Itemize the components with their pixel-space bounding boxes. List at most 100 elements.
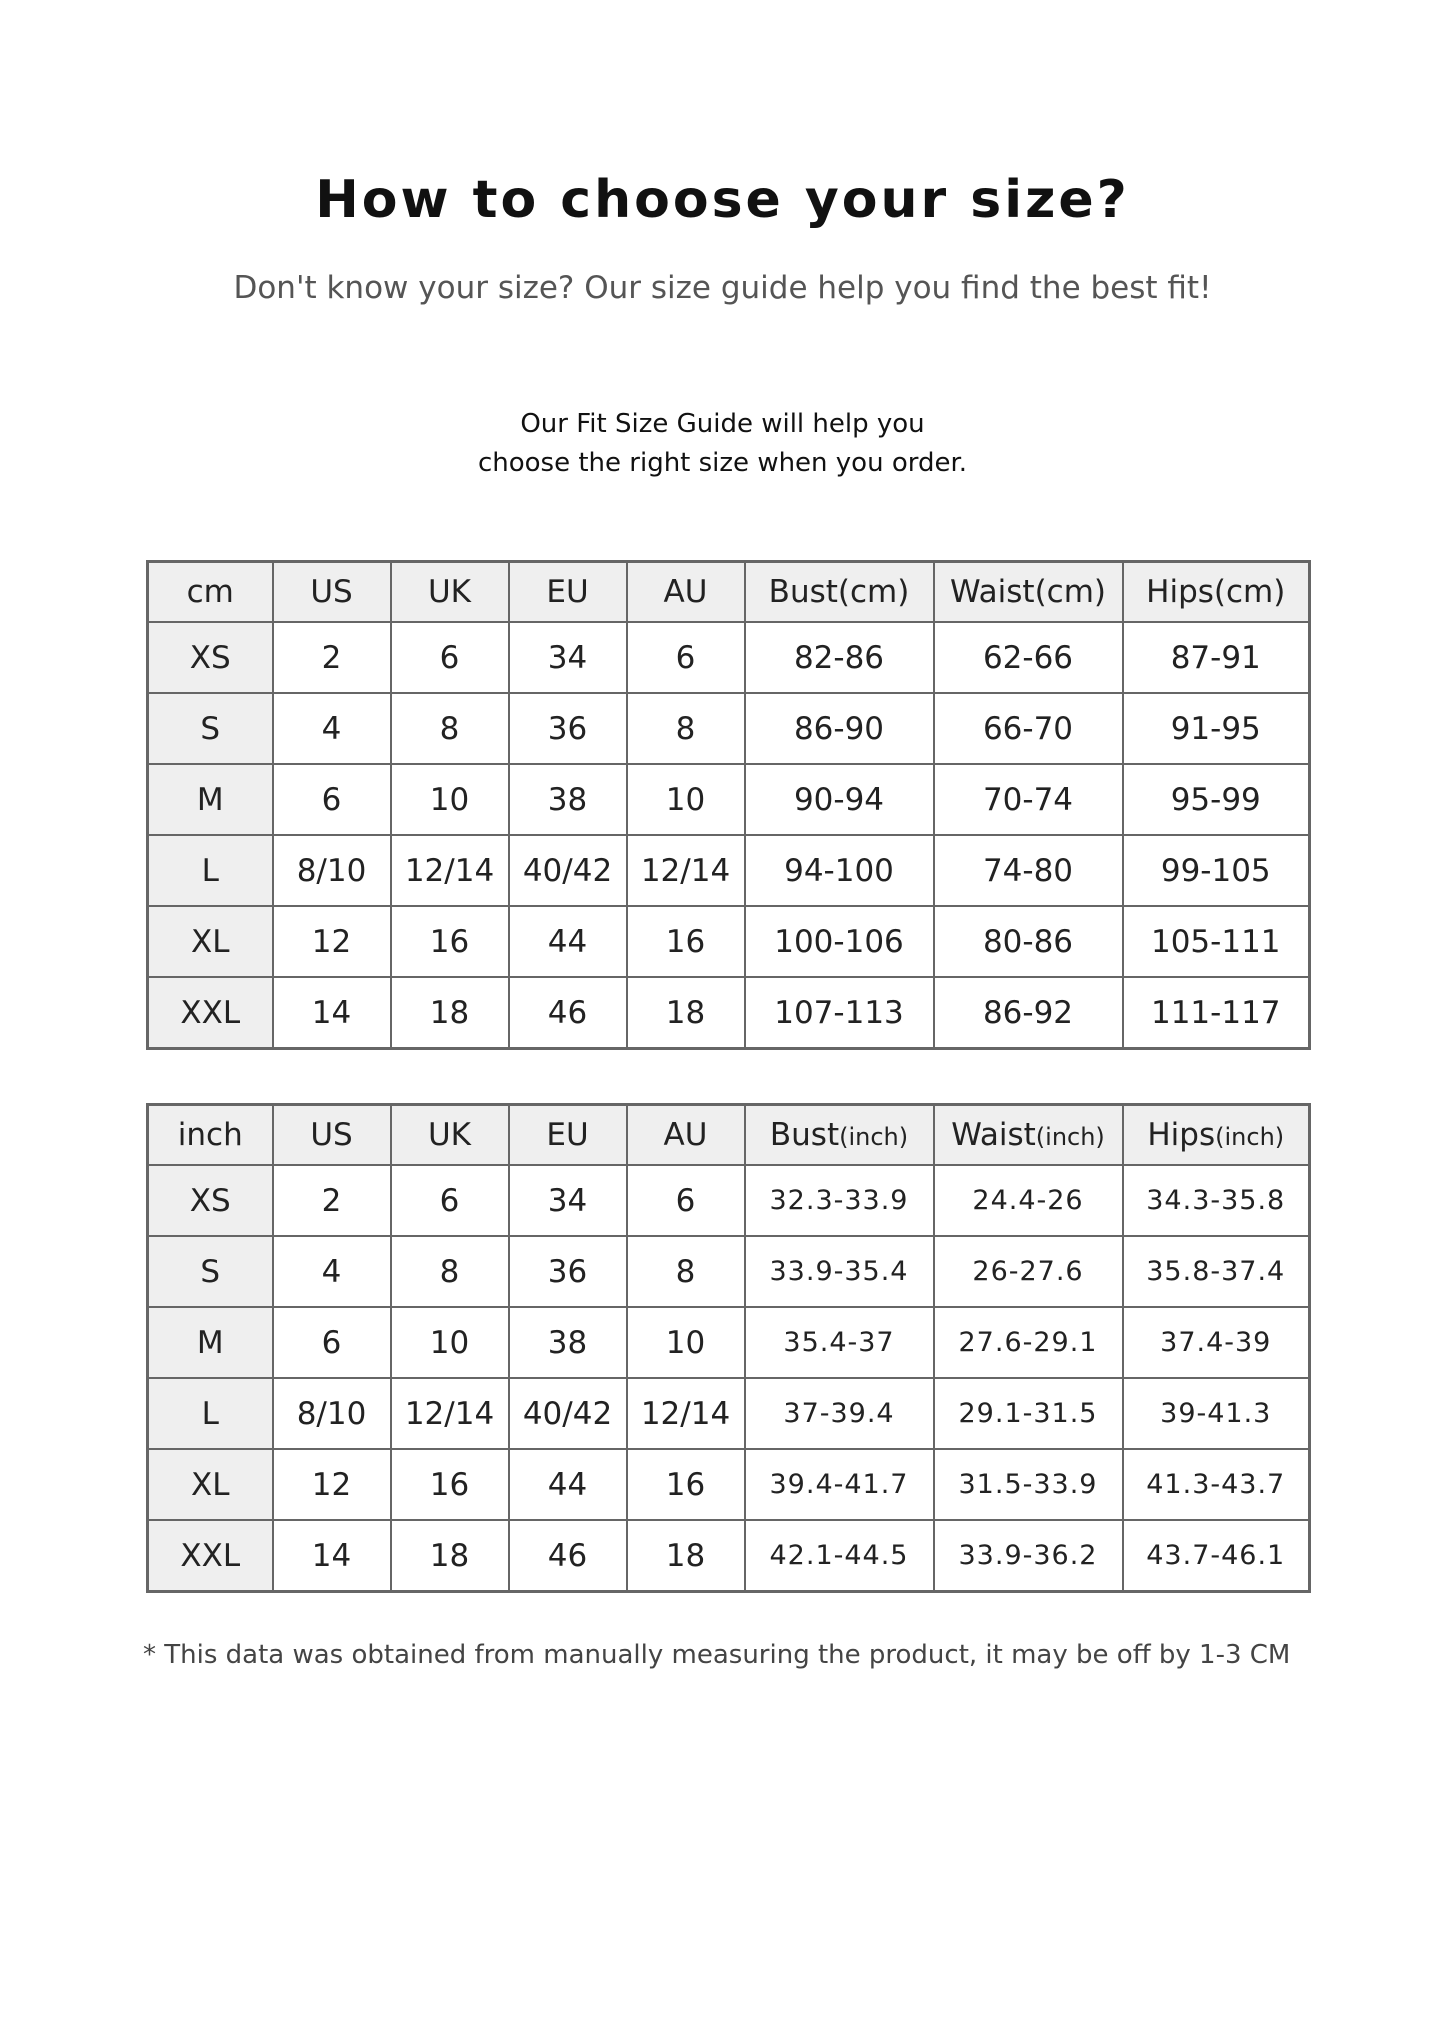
table-cell: 12/14 <box>389 834 510 907</box>
table-cell: 39-41.3 <box>1121 1377 1311 1450</box>
table-cell: 46 <box>507 1519 628 1593</box>
header-cell: UK <box>389 1103 510 1166</box>
table-cell: 8 <box>389 692 510 765</box>
table-cell: 10 <box>625 763 746 836</box>
header-cell: Hips(cm) <box>1121 560 1311 623</box>
table-cell: 107-113 <box>743 976 935 1050</box>
table-cell: 12 <box>271 905 392 978</box>
table-cell: 37-39.4 <box>743 1377 935 1450</box>
header-cell: EU <box>507 1103 628 1166</box>
table-cell: 10 <box>389 1306 510 1379</box>
table-cell: 38 <box>507 1306 628 1379</box>
header-cell: EU <box>507 560 628 623</box>
table-cell: 40/42 <box>507 1377 628 1450</box>
table-row: XS 2 6 34 6 82-86 62-66 87-91 <box>146 621 1311 694</box>
header-cell: AU <box>625 560 746 623</box>
table-cell: 8 <box>625 1235 746 1308</box>
intro-line: choose the right size when you order. <box>477 448 968 478</box>
table-cell: 14 <box>271 1519 392 1593</box>
table-cell: 105-111 <box>1121 905 1311 978</box>
header-measure: Waist <box>951 1117 1036 1153</box>
table-cell: 39.4-41.7 <box>743 1448 935 1521</box>
table-cell: 34 <box>507 1164 628 1237</box>
table-cell: 111-117 <box>1121 976 1311 1050</box>
table-header-row: cm US UK EU AU Bust(cm) Waist(cm) Hips(cm) <box>146 560 1311 623</box>
table-row: S 4 8 36 8 86-90 66-70 91-95 <box>146 692 1311 765</box>
header-cell: Waist(cm) <box>932 560 1124 623</box>
table-cell: 99-105 <box>1121 834 1311 907</box>
size-label-cell: XL <box>146 1448 274 1521</box>
table-cell: 35.8-37.4 <box>1121 1235 1311 1308</box>
table-cell: 8/10 <box>271 834 392 907</box>
inch-size-table: inch US UK EU AU Bust(inch) Waist(inch) Hips(in… <box>146 1103 1311 1593</box>
table-cell: 6 <box>271 763 392 836</box>
table-cell: 34.3-35.8 <box>1121 1164 1311 1237</box>
header-cell: Bust(inch) <box>743 1103 935 1166</box>
header-unit: (inch) <box>1035 1123 1105 1151</box>
table-cell: 24.4-26 <box>932 1164 1124 1237</box>
intro-line: Our Fit Size Guide will help you <box>520 409 925 439</box>
table-cell: 12/14 <box>625 834 746 907</box>
size-label-cell: XXL <box>146 1519 274 1593</box>
size-label-cell: M <box>146 1306 274 1379</box>
header-cell: cm <box>146 560 274 623</box>
table-cell: 26-27.6 <box>932 1235 1124 1308</box>
table-cell: 82-86 <box>743 621 935 694</box>
table-cell: 16 <box>625 1448 746 1521</box>
table-cell: 86-90 <box>743 692 935 765</box>
page-title: How to choose your size? <box>315 170 1130 230</box>
table-cell: 16 <box>389 905 510 978</box>
table-cell: 95-99 <box>1121 763 1311 836</box>
table-row: XXL 14 18 46 18 42.1-44.5 33.9-36.2 43.7-46.1 <box>146 1519 1311 1593</box>
size-label-cell: M <box>146 763 274 836</box>
table-cell: 12/14 <box>625 1377 746 1450</box>
table-cell: 40/42 <box>507 834 628 907</box>
header-cell: US <box>271 560 392 623</box>
table-cell: 36 <box>507 692 628 765</box>
table-row: S 4 8 36 8 33.9-35.4 26-27.6 35.8-37.4 <box>146 1235 1311 1308</box>
table-row: L 8/10 12/14 40/42 12/14 37-39.4 29.1-31.5 39-4… <box>146 1377 1311 1450</box>
table-cell: 8/10 <box>271 1377 392 1450</box>
table-cell: 44 <box>507 905 628 978</box>
table-cell: 2 <box>271 621 392 694</box>
table-cell: 16 <box>389 1448 510 1521</box>
table-cell: 91-95 <box>1121 692 1311 765</box>
table-cell: 33.9-36.2 <box>932 1519 1124 1593</box>
table-row: XXL 14 18 46 18 107-113 86-92 111-117 <box>146 976 1311 1050</box>
header-cell: Waist(inch) <box>932 1103 1124 1166</box>
table-cell: 42.1-44.5 <box>743 1519 935 1593</box>
table-cell: 18 <box>389 976 510 1050</box>
cm-size-table: cm US UK EU AU Bust(cm) Waist(cm) Hips(cm) XS 2 6 3… <box>146 560 1311 1050</box>
table-cell: 18 <box>389 1519 510 1593</box>
size-label-cell: S <box>146 692 274 765</box>
table-cell: 6 <box>625 621 746 694</box>
intro-text: Our Fit Size Guide will help you choose … <box>0 405 1445 483</box>
table-cell: 38 <box>507 763 628 836</box>
table-cell: 29.1-31.5 <box>932 1377 1124 1450</box>
table-cell: 37.4-39 <box>1121 1306 1311 1379</box>
size-label-cell: L <box>146 1377 274 1450</box>
table-cell: 6 <box>625 1164 746 1237</box>
table-cell: 33.9-35.4 <box>743 1235 935 1308</box>
table-cell: 18 <box>625 976 746 1050</box>
table-cell: 100-106 <box>743 905 935 978</box>
table-cell: 86-92 <box>932 976 1124 1050</box>
table-row: XL 12 16 44 16 39.4-41.7 31.5-33.9 41.3-43.7 <box>146 1448 1311 1521</box>
table-cell: 27.6-29.1 <box>932 1306 1124 1379</box>
header-cell: inch <box>146 1103 274 1166</box>
table-cell: 6 <box>271 1306 392 1379</box>
header-cell: AU <box>625 1103 746 1166</box>
table-cell: 12 <box>271 1448 392 1521</box>
header-cell: Bust(cm) <box>743 560 935 623</box>
table-cell: 43.7-46.1 <box>1121 1519 1311 1593</box>
table-cell: 46 <box>507 976 628 1050</box>
table-cell: 10 <box>625 1306 746 1379</box>
table-cell: 4 <box>271 1235 392 1308</box>
table-cell: 16 <box>625 905 746 978</box>
table-cell: 18 <box>625 1519 746 1593</box>
table-cell: 70-74 <box>932 763 1124 836</box>
size-label-cell: XL <box>146 905 274 978</box>
table-cell: 4 <box>271 692 392 765</box>
header-unit: (inch) <box>839 1123 909 1151</box>
table-cell: 34 <box>507 621 628 694</box>
